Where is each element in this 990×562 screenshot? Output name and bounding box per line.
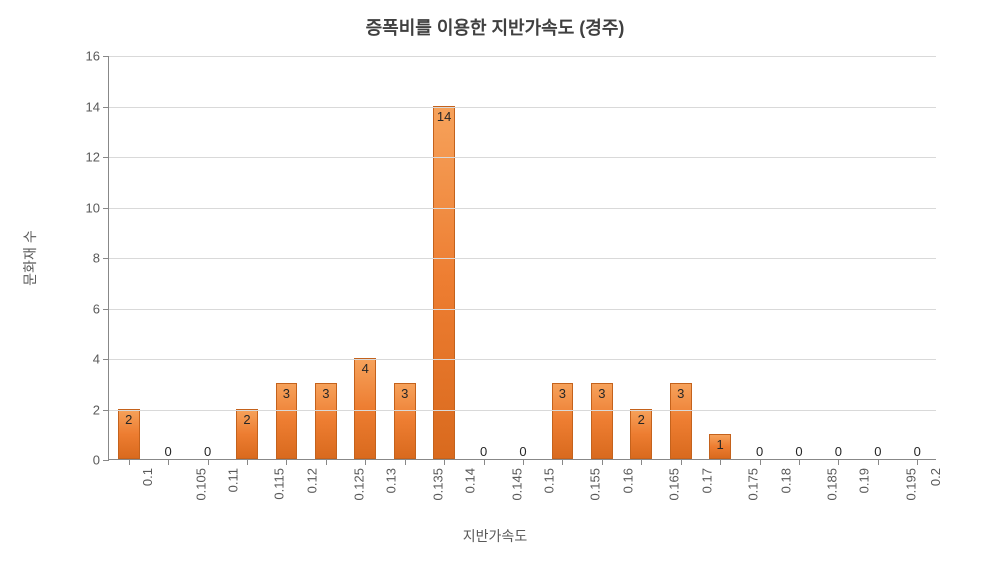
x-tick-label: 0.175 [746, 468, 761, 501]
x-tick-mark [365, 459, 366, 465]
x-tick-mark [878, 459, 879, 465]
x-tick-mark [681, 459, 682, 465]
bar-value-label: 0 [148, 444, 188, 459]
bar-value-label: 4 [345, 361, 385, 376]
x-tick-mark [838, 459, 839, 465]
x-tick-label: 0.15 [541, 468, 556, 493]
y-tick-mark [103, 258, 109, 259]
x-tick-mark [641, 459, 642, 465]
x-tick-label: 0.125 [351, 468, 366, 501]
y-tick-label: 16 [86, 49, 100, 64]
y-tick-label: 8 [93, 251, 100, 266]
x-tick-mark [444, 459, 445, 465]
x-tick-label: 0.16 [620, 468, 635, 493]
bar-value-label: 0 [897, 444, 937, 459]
bar-value-label: 0 [503, 444, 543, 459]
x-tick-mark [405, 459, 406, 465]
x-tick-label: 0.165 [667, 468, 682, 501]
x-tick-mark [760, 459, 761, 465]
chart-title: 증폭비를 이용한 지반가속도 (경주) [0, 14, 990, 40]
x-tick-label: 0.105 [194, 468, 209, 501]
x-tick-mark [168, 459, 169, 465]
x-tick-mark [208, 459, 209, 465]
bar-value-label: 14 [424, 109, 464, 124]
bar-value-label: 1 [700, 437, 740, 452]
x-tick-label: 0.18 [778, 468, 793, 493]
y-tick-label: 2 [93, 402, 100, 417]
bar-value-label: 3 [661, 386, 701, 401]
bar-value-label: 0 [779, 444, 819, 459]
x-tick-mark [484, 459, 485, 465]
gridline [109, 157, 936, 158]
y-tick-mark [103, 309, 109, 310]
x-tick-label: 0.11 [225, 468, 240, 492]
x-tick-label: 0.195 [903, 468, 918, 501]
y-tick-mark [103, 410, 109, 411]
x-tick-mark [247, 459, 248, 465]
x-tick-mark [602, 459, 603, 465]
y-tick-mark [103, 157, 109, 158]
bar-value-label: 3 [266, 386, 306, 401]
y-tick-mark [103, 208, 109, 209]
bar [433, 106, 455, 460]
y-tick-label: 10 [86, 200, 100, 215]
x-tick-mark [917, 459, 918, 465]
bar-value-label: 0 [858, 444, 898, 459]
bar-value-label: 0 [818, 444, 858, 459]
x-tick-label: 0.115 [272, 468, 287, 500]
bar-value-label: 2 [109, 412, 149, 427]
y-tick-label: 4 [93, 352, 100, 367]
x-tick-label: 0.185 [825, 468, 840, 501]
gridline [109, 309, 936, 310]
x-tick-mark [720, 459, 721, 465]
y-tick-label: 14 [86, 99, 100, 114]
y-tick-label: 6 [93, 301, 100, 316]
x-axis-label: 지반가속도 [0, 526, 990, 546]
bar-value-label: 2 [227, 412, 267, 427]
x-tick-label: 0.135 [430, 468, 445, 501]
gridline [109, 208, 936, 209]
y-axis-label: 문화재 수 [20, 230, 40, 285]
y-tick-mark [103, 460, 109, 461]
plot-area: 2002334314003323100000 [108, 56, 936, 460]
gridline [109, 258, 936, 259]
gridline [109, 359, 936, 360]
x-tick-mark [129, 459, 130, 465]
x-tick-label: 0.155 [588, 468, 603, 501]
x-tick-label: 0.12 [305, 468, 320, 493]
x-tick-label: 0.19 [857, 468, 872, 493]
bar-value-label: 3 [306, 386, 346, 401]
gridline [109, 410, 936, 411]
x-tick-mark [562, 459, 563, 465]
y-tick-mark [103, 56, 109, 57]
bar-value-label: 3 [542, 386, 582, 401]
bar-value-label: 0 [740, 444, 780, 459]
chart-container: 증폭비를 이용한 지반가속도 (경주) 문화재 수 20023343140033… [0, 0, 990, 562]
x-tick-mark [799, 459, 800, 465]
y-tick-label: 12 [86, 150, 100, 165]
bar-value-label: 2 [621, 412, 661, 427]
x-tick-label: 0.2 [928, 468, 943, 486]
bar-value-label: 0 [188, 444, 228, 459]
bar-value-label: 3 [582, 386, 622, 401]
x-tick-label: 0.1 [140, 468, 155, 486]
y-tick-label: 0 [93, 453, 100, 468]
x-tick-label: 0.13 [384, 468, 399, 493]
y-tick-mark [103, 107, 109, 108]
x-tick-label: 0.145 [509, 468, 524, 501]
x-tick-mark [523, 459, 524, 465]
gridline [109, 56, 936, 57]
x-tick-label: 0.14 [462, 468, 477, 493]
x-tick-mark [286, 459, 287, 465]
bar-value-label: 3 [385, 386, 425, 401]
x-tick-mark [326, 459, 327, 465]
x-tick-label: 0.17 [699, 468, 714, 493]
bar-value-label: 0 [464, 444, 504, 459]
y-tick-mark [103, 359, 109, 360]
gridline [109, 107, 936, 108]
